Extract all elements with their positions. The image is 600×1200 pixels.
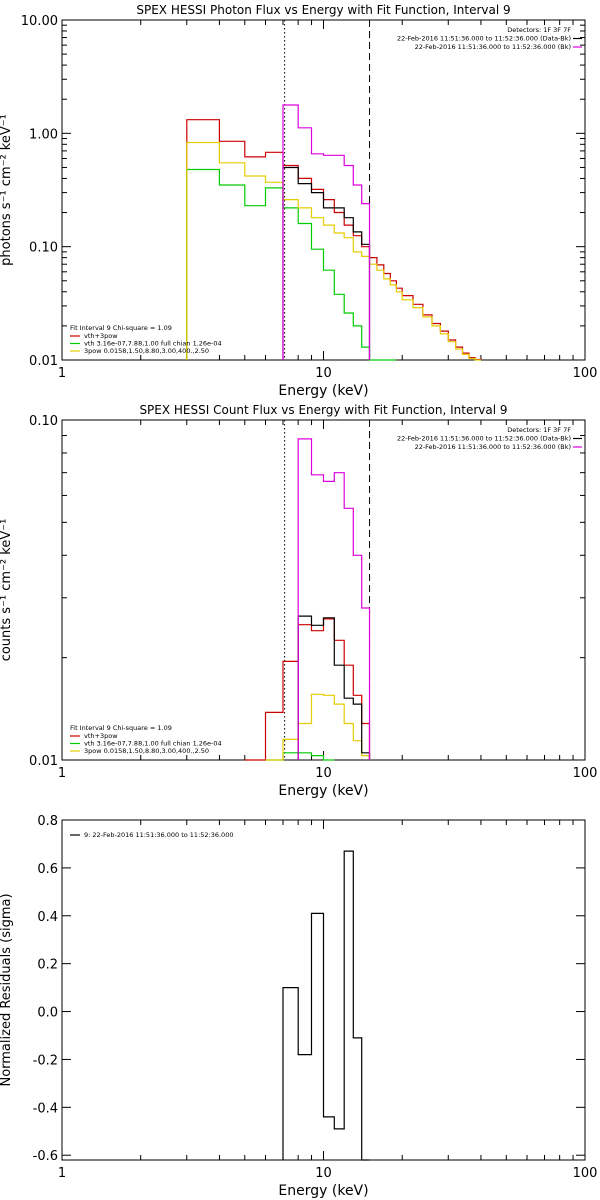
y-tick-label: 0.10 [29,241,58,256]
plot-frame [61,419,586,761]
legend-label: vth 3.16e-07,7.88,1.00 full chian 1.26e-… [84,340,222,348]
chart-panel-1: SPEX HESSI Photon Flux vs Energy with Fi… [0,3,597,399]
chart-title: SPEX HESSI Photon Flux vs Energy with Fi… [136,3,510,17]
legend-label: vth+3pow [84,732,118,740]
legend-label: vth 3.16e-07,7.88,1.00 full chian 1.26e-… [84,740,222,748]
x-axis-label: Energy (keV) [278,783,368,799]
info-line: 22-Feb-2016 11:51:36.000 to 11:52:36.000… [415,443,571,451]
info-line: 22-Feb-2016 11:51:36.000 to 11:52:36.000… [397,35,571,43]
y-axis-label: Normalized Residuals (sigma) [0,893,14,1086]
y-tick-label: -0.4 [33,1101,58,1116]
series-histogram-1 [282,850,370,1161]
y-axis-label: photons s⁻¹ cm⁻² keV⁻¹ [0,114,14,266]
x-tick-label: 1 [58,1166,66,1181]
legend-label: 9: 22-Feb-2016 11:51:36.000 to 11:52:36.… [84,831,233,839]
y-tick-label: 0.4 [37,910,58,925]
x-tick-label: 1 [58,366,66,381]
info-line: Detectors: 1F 3F 7F [507,26,571,34]
series-histogram-2 [186,168,397,361]
y-tick-label: 0.6 [37,862,58,877]
y-tick-label: 1.00 [29,127,58,142]
x-tick-label: 100 [573,1166,598,1181]
x-tick-label: 10 [315,766,332,781]
y-tick-label: -0.6 [33,1149,58,1164]
y-tick-label: 10.00 [21,14,58,29]
x-tick-label: 100 [573,366,598,381]
legend-label: vth+3pow [84,332,118,340]
series-histogram-3 [186,141,481,361]
y-tick-label: 0.01 [29,754,58,769]
y-tick-label: 0.2 [37,958,58,973]
legend-label: 3pow 0.0158,1.50,8.80,3.00,400.,2.50 [84,347,209,355]
info-line: Detectors: 1F 3F 7F [507,426,571,434]
x-tick-label: 1 [58,766,66,781]
x-tick-label: 10 [315,366,332,381]
x-axis-label: Energy (keV) [278,1183,368,1199]
y-tick-label: -0.2 [33,1053,58,1068]
series-histogram-5 [282,104,371,360]
legend-label: 3pow 0.0158,1.50,8.80,3.00,400.,2.50 [84,747,209,755]
chart-panel-3: 1 10 100 Energy (keV) -0.6 -0.4 -0.2 0.0 0.2 0.4 0… [0,814,597,1199]
info-line: 22-Feb-2016 11:51:36.000 to 11:52:36.000… [415,43,571,51]
legend-title: Fit Interval 9 Chi-square = 1.09 [70,324,172,332]
y-tick-label: 0.0 [37,1006,58,1021]
y-tick-label: 0.01 [29,354,58,369]
series-histogram-4 [282,166,371,360]
info-line: 22-Feb-2016 11:51:36.000 to 11:52:36.000… [397,435,571,443]
y-axis-label: counts s⁻¹ cm⁻² keV⁻¹ [0,519,14,662]
chart-panel-2: SPEX HESSI Count Flux vs Energy with Fit… [0,403,597,799]
chart-title: SPEX HESSI Count Flux vs Energy with Fit… [139,403,507,417]
x-tick-label: 10 [315,1166,332,1181]
x-axis-label: Energy (keV) [278,383,368,399]
series-histogram-4 [297,615,371,760]
series-histogram-5 [297,438,371,760]
y-tick-label: 0.10 [29,414,58,429]
series-histogram-1 [244,618,371,761]
y-tick-label: 0.8 [37,814,58,829]
legend-title: Fit Interval 9 Chi-square = 1.09 [70,724,172,732]
x-tick-label: 100 [573,766,598,781]
